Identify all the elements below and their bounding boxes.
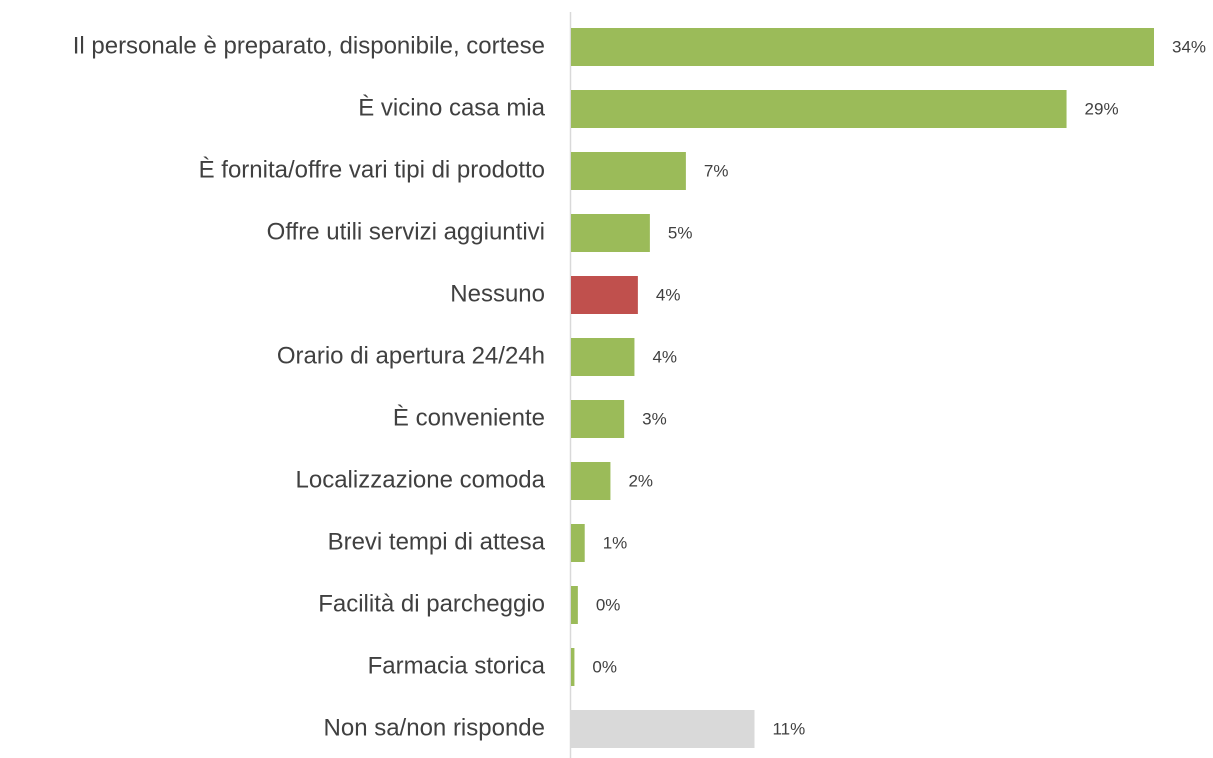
bar [571, 90, 1067, 128]
value-label: 4% [656, 285, 681, 304]
bar [571, 338, 635, 376]
bar [571, 524, 585, 562]
value-label: 0% [592, 657, 617, 676]
value-label: 29% [1085, 99, 1119, 118]
bar [571, 462, 611, 500]
category-label: È conveniente [393, 404, 545, 431]
value-label: 7% [704, 161, 729, 180]
bar [571, 400, 625, 438]
bar [571, 648, 575, 686]
value-label: 5% [668, 223, 693, 242]
category-label: Localizzazione comoda [296, 466, 546, 493]
category-label: È vicino casa mia [358, 94, 545, 121]
category-label: Facilità di parcheggio [318, 590, 545, 617]
category-label: Non sa/non risponde [324, 714, 545, 741]
value-label: 2% [628, 471, 653, 490]
value-label: 0% [596, 595, 621, 614]
value-label: 3% [642, 409, 667, 428]
bar [571, 214, 650, 252]
category-label: Farmacia storica [368, 652, 546, 679]
category-label: Orario di apertura 24/24h [277, 342, 545, 369]
value-label: 1% [603, 533, 628, 552]
value-label: 34% [1172, 37, 1206, 56]
category-label: Brevi tempi di attesa [328, 528, 546, 555]
category-label: Il personale è preparato, disponibile, c… [73, 32, 545, 59]
value-label: 11% [772, 719, 805, 738]
bar [571, 152, 686, 190]
category-label: È fornita/offre vari tipi di prodotto [199, 156, 545, 183]
value-label: 4% [652, 347, 677, 366]
bar [571, 276, 638, 314]
bar [571, 710, 755, 748]
bar [571, 28, 1154, 66]
category-label: Nessuno [450, 280, 545, 307]
category-label: Offre utili servizi aggiuntivi [267, 218, 545, 245]
bar [571, 586, 578, 624]
